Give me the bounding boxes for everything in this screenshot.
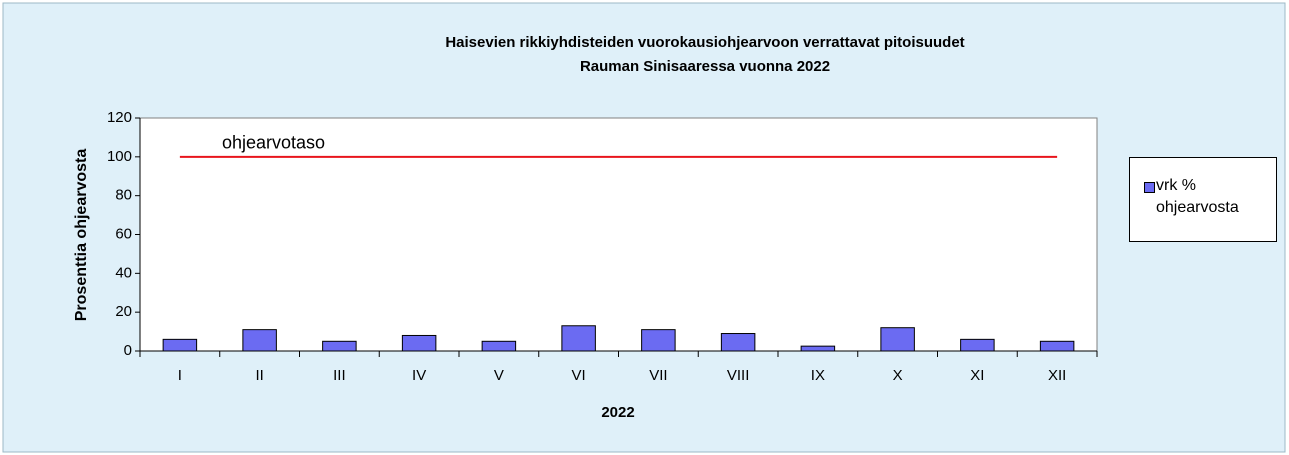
x-tick-label: VII (649, 367, 667, 384)
bar (800, 345, 836, 352)
x-axis-label: 2022 (601, 404, 634, 421)
bar (322, 340, 357, 352)
bar (1039, 340, 1075, 352)
x-tick-label: II (255, 367, 263, 384)
x-tick-label: X (893, 367, 903, 384)
bar (242, 329, 277, 352)
bar (561, 325, 596, 352)
y-tick-label: 80 (115, 187, 132, 204)
plot-area (139, 117, 1098, 352)
x-tick-label: VIII (727, 367, 750, 384)
legend: vrk % ohjearvosta (1129, 157, 1277, 242)
y-tick-label: 40 (115, 264, 132, 281)
x-tick-label: VI (572, 367, 586, 384)
x-tick-label: III (333, 367, 346, 384)
y-tick-label: 120 (107, 109, 132, 126)
reference-label: ohjearvotaso (222, 133, 325, 153)
y-tick-label: 0 (124, 342, 132, 359)
y-tick-label: 60 (115, 225, 132, 242)
bar (162, 338, 198, 352)
x-tick-label: XI (970, 367, 984, 384)
bar (481, 340, 517, 352)
bar (641, 329, 676, 352)
bar (960, 338, 995, 352)
y-tick-label: 20 (115, 303, 132, 320)
chart-title: Haisevien rikkiyhdisteiden vuorokausiohj… (445, 34, 964, 51)
bar (720, 333, 756, 352)
x-tick-label: V (494, 367, 504, 384)
x-tick-label: IX (811, 367, 825, 384)
chart-title: Rauman Sinisaaressa vuonna 2022 (580, 58, 830, 75)
legend-label: vrk % ohjearvosta (1156, 177, 1239, 216)
x-tick-label: I (178, 367, 182, 384)
bar (401, 334, 437, 352)
y-tick-label: 100 (107, 148, 132, 165)
y-axis-label: Prosenttia ohjearvosta (73, 149, 90, 322)
legend-swatch (1144, 182, 1155, 193)
bar (880, 327, 915, 352)
x-tick-label: IV (412, 367, 426, 384)
x-tick-label: XII (1048, 367, 1066, 384)
